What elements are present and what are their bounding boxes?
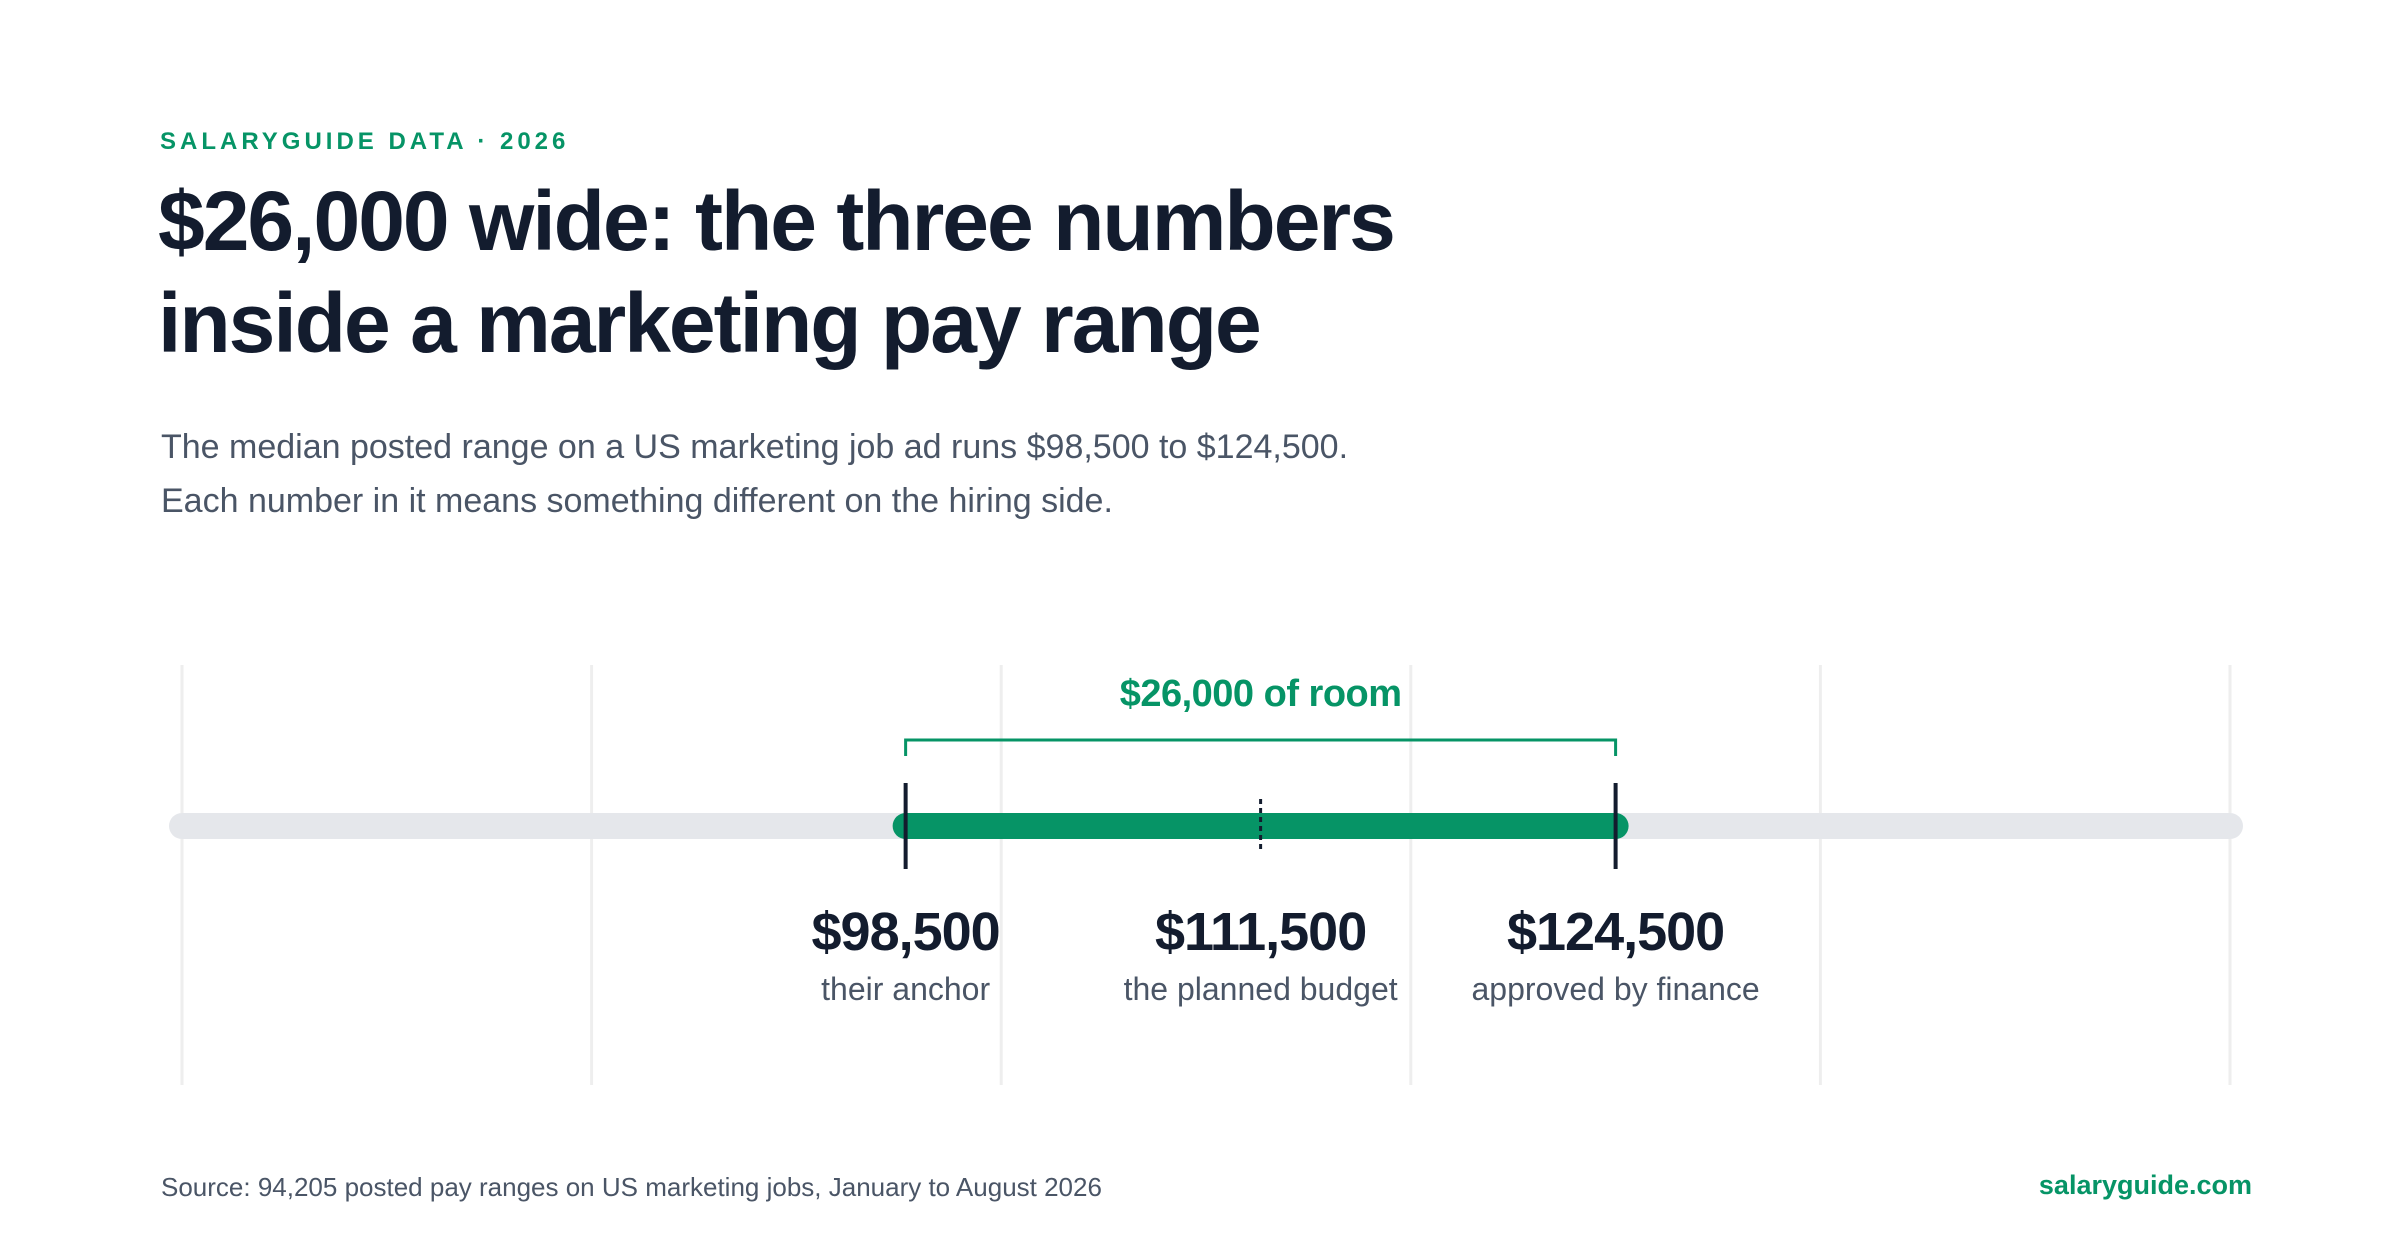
marker-value-label: $111,500 [1155, 902, 1366, 962]
marker-caption: approved by finance [1471, 971, 1759, 1007]
subtitle-line: The median posted range on a US marketin… [161, 428, 1349, 466]
title-line: $26,000 wide: the three numbers [158, 174, 1396, 268]
marker-labels: $98,500 their anchor $111,500 the planned b… [812, 902, 1760, 1007]
title-line: inside a marketing pay range [158, 276, 1262, 370]
subtitle-line: Each number in it means something differ… [161, 482, 1113, 520]
bracket-label: $26,000 of room [1120, 673, 1402, 715]
bracket-line [904, 738, 1618, 756]
marker-caption: the planned budget [1124, 971, 1398, 1007]
eyebrow-label: SALARYGUIDE DATA · 2026 [160, 128, 570, 155]
range-markers [903, 783, 1618, 869]
source-note: Source: 94,205 posted pay ranges on US m… [161, 1172, 1102, 1202]
marker-value-label: $98,500 [812, 902, 1000, 962]
chart-subtitle: The median posted range on a US marketin… [161, 420, 1661, 528]
chart-title: $26,000 wide: the three numbers inside a… [158, 170, 1658, 374]
range-bracket: $26,000 of room [904, 673, 1618, 756]
brand-link[interactable]: salaryguide.com [2038, 1170, 2252, 1200]
marker-caption: their anchor [821, 971, 990, 1007]
gridlines [180, 665, 2232, 1085]
marker-value-label: $124,500 [1507, 902, 1724, 962]
